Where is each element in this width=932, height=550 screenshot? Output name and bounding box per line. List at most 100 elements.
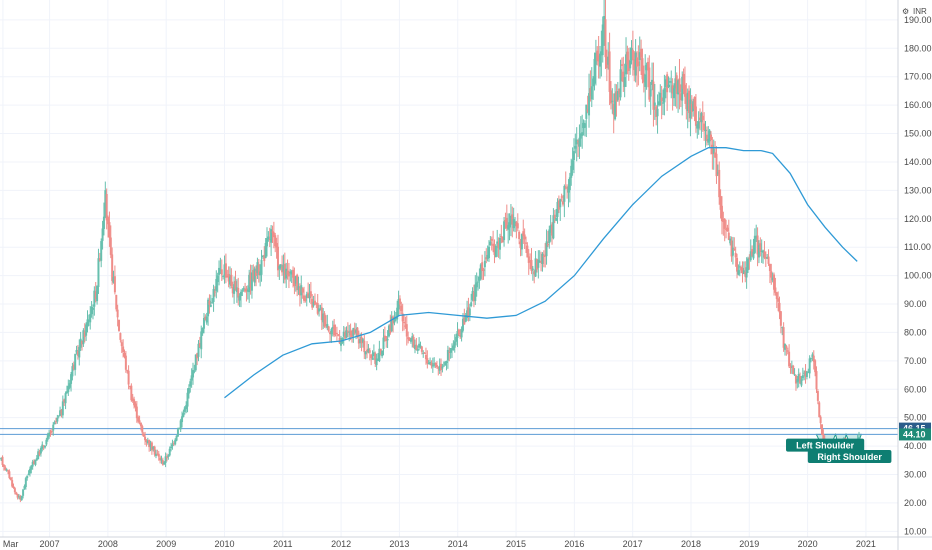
candle-body [788,351,791,367]
candle-body [167,455,170,457]
candle-body [223,264,226,276]
candle-body [571,160,574,170]
candle-body [102,216,105,229]
y-tick-label: 190.00 [904,15,932,25]
candle-body [667,84,670,87]
candle-body [635,57,638,67]
candle-body [222,275,225,277]
candle-body [470,302,473,306]
candle-body [727,232,730,240]
candle-body [134,403,137,408]
grid [0,0,898,537]
candle-body [348,331,351,333]
candle-body [87,319,90,321]
candle-body [471,291,474,300]
candle-body [501,237,504,243]
candle-body [350,333,353,337]
candle-body [400,305,403,311]
candle-body [559,199,562,208]
candle-body [281,267,284,273]
candle-body [523,234,526,240]
candle-body [646,61,649,71]
candle-body [590,86,593,100]
candle-body [440,363,443,370]
candle-body [401,313,404,322]
candle-body [342,331,345,337]
candle-body [329,332,332,335]
candle-body [689,99,692,119]
candle-body [407,337,410,340]
settings-icon[interactable]: ⚙ [902,7,909,16]
candle-body [213,291,216,293]
candle-body [418,343,421,348]
candle-body [186,392,189,407]
candle-body [374,353,377,364]
candle-body [514,221,517,223]
candle-body [133,399,136,406]
candle-body [63,399,66,402]
candle-body [411,336,414,342]
candle-body [518,231,521,239]
candle-body [368,350,371,353]
candle-body [544,254,547,257]
candle-body [593,58,596,84]
candle-body [212,289,215,302]
candle-body [781,327,784,329]
candle-body [662,102,665,104]
candle-body [290,271,293,275]
candle-body [530,259,533,271]
candle-body [719,195,722,210]
candle-body [753,235,756,253]
candle-body [397,299,400,310]
candle-body [216,275,219,283]
candle-body [42,445,45,447]
candle-body [534,258,537,277]
candle-body [287,272,290,277]
candle-body [361,339,364,343]
candle-body [364,351,367,355]
candle-body [409,339,412,342]
candle-body [705,134,708,142]
candle-body [633,59,636,71]
candle-body [75,350,78,353]
candle-body [467,307,470,317]
candle-body [574,145,577,149]
candle-body [349,330,352,336]
candle-body [124,355,127,370]
candle-body [568,177,571,191]
x-tick-label: 2008 [98,539,118,549]
candle-body [313,300,316,305]
candle-body [242,288,245,290]
candle-body [304,298,307,301]
currency-label[interactable]: ⚙ INR [902,7,927,16]
candle-body [122,346,125,353]
candle-body [697,121,700,129]
candle-body [220,269,223,275]
y-tick-label: 70.00 [904,356,927,366]
candle-body [515,222,518,227]
candle-body [812,355,815,362]
x-tick-label: 2019 [739,539,759,549]
candle-body [337,334,340,336]
candle-body [435,365,438,367]
candle-body [503,221,506,241]
moving-average-line [224,147,858,399]
candle-body [815,371,818,390]
candle-body [696,124,699,129]
y-tick-label: 90.00 [904,299,927,309]
candle-body [553,214,556,219]
candle-body [792,365,795,375]
candle-body [567,186,570,193]
candle-body [479,264,482,279]
candle-body [640,48,643,58]
candle-body [723,218,726,229]
candle-body [367,348,370,353]
candle-body [79,338,82,348]
candle-body [268,239,271,241]
candle-body [218,267,221,275]
candle-body [142,433,145,437]
candle-body [686,92,689,111]
candle-body [372,352,375,357]
candle-body [300,285,303,296]
